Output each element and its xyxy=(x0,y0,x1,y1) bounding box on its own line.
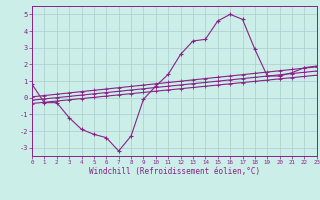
X-axis label: Windchill (Refroidissement éolien,°C): Windchill (Refroidissement éolien,°C) xyxy=(89,167,260,176)
